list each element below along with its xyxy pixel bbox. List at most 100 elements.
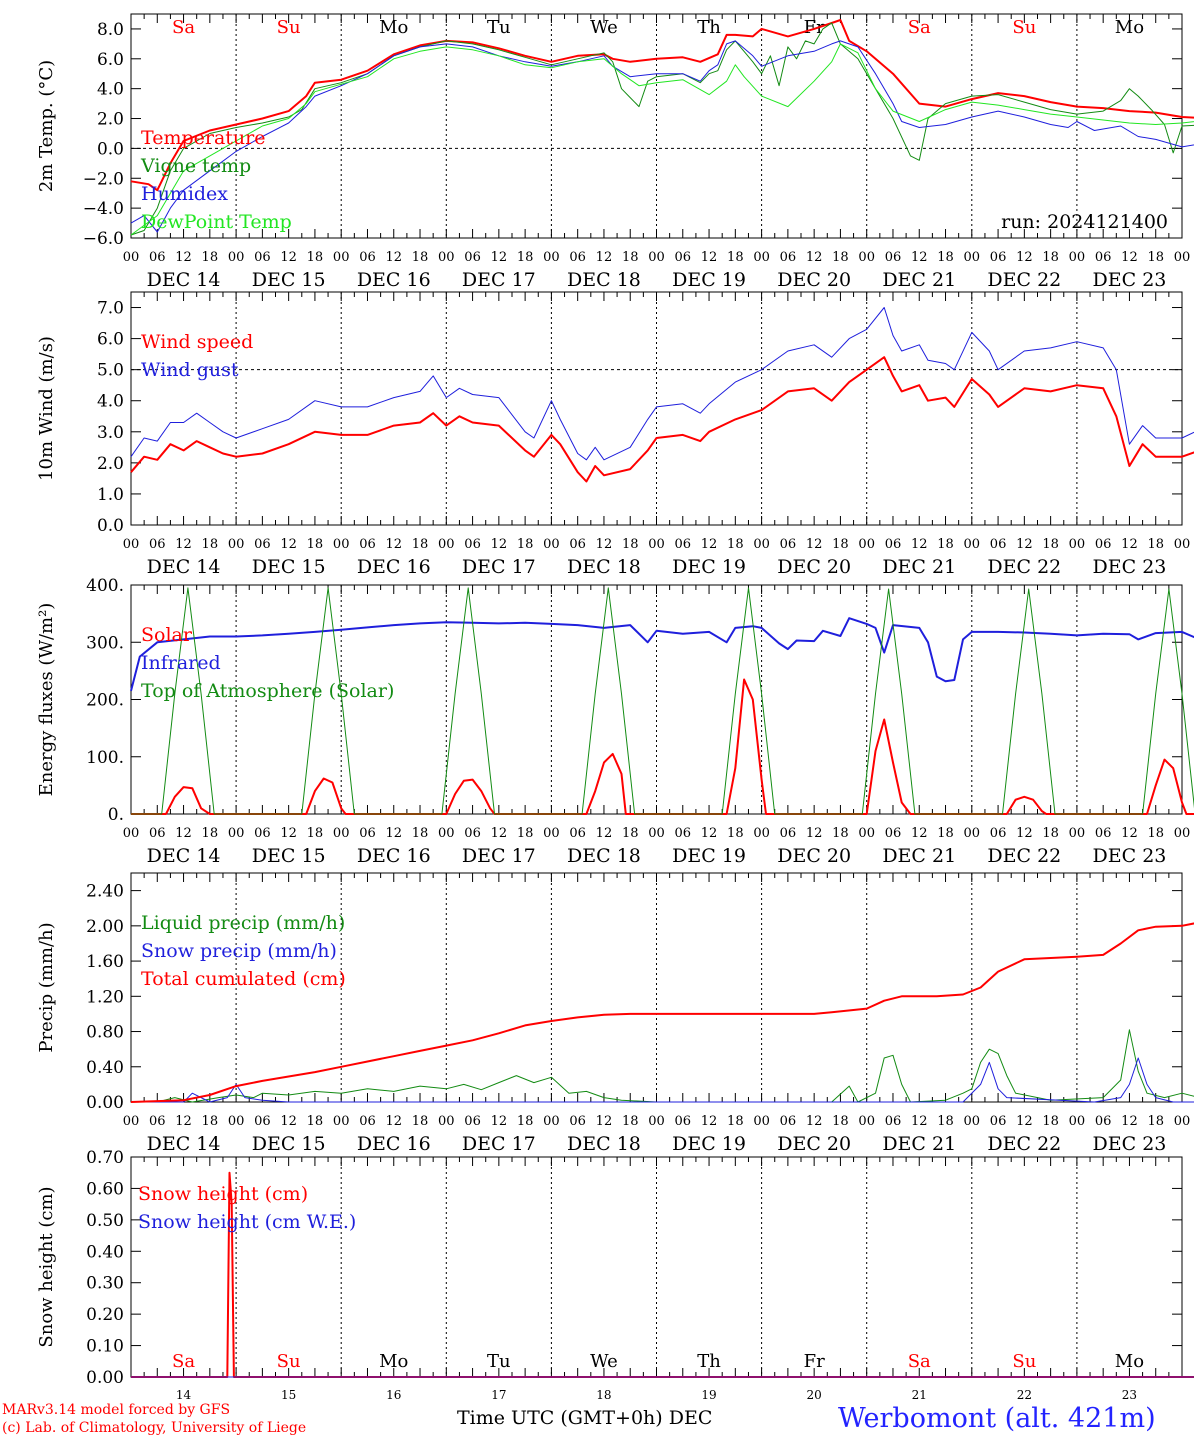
date-label: DEC 17 bbox=[462, 556, 536, 578]
hour-label: 00 bbox=[648, 537, 665, 552]
hour-label: 00 bbox=[543, 1114, 560, 1129]
hour-label: 06 bbox=[675, 537, 692, 552]
series-green-line bbox=[131, 587, 1194, 815]
hour-label: 12 bbox=[491, 826, 508, 841]
hour-label: 00 bbox=[333, 826, 350, 841]
run-label: run: 2024121400 bbox=[1001, 211, 1168, 233]
hour-label: 18 bbox=[832, 537, 849, 552]
date-label: DEC 17 bbox=[462, 845, 536, 867]
y-tick-label: 300. bbox=[86, 633, 124, 653]
day-number-label: 15 bbox=[281, 1388, 296, 1402]
legend-entry: Snow precip (mm/h) bbox=[141, 940, 337, 962]
y-tick-label: 200. bbox=[86, 691, 124, 711]
hour-label: 12 bbox=[280, 1114, 297, 1129]
hour-label: 12 bbox=[175, 250, 192, 265]
weekday-label: Mo bbox=[379, 1351, 408, 1372]
series-green-line bbox=[130, 22, 1194, 236]
day-number-label: 22 bbox=[1017, 1388, 1032, 1402]
hour-label: 00 bbox=[1069, 1114, 1086, 1129]
date-label: DEC 19 bbox=[672, 556, 746, 578]
hour-label: 06 bbox=[359, 1114, 376, 1129]
hour-label: 00 bbox=[228, 537, 245, 552]
date-label: DEC 17 bbox=[462, 1133, 536, 1155]
hour-label: 00 bbox=[438, 826, 455, 841]
hour-label: 06 bbox=[885, 826, 902, 841]
date-label: DEC 15 bbox=[252, 845, 326, 867]
y-tick-label: 2.00 bbox=[86, 917, 124, 937]
hour-label: 18 bbox=[622, 250, 639, 265]
hour-label: 06 bbox=[254, 1114, 271, 1129]
y-tick-label: 0.0 bbox=[97, 516, 124, 536]
station-name: Werbomont (alt. 421m) bbox=[838, 1403, 1156, 1434]
y-tick-label: 1.20 bbox=[86, 987, 124, 1007]
panel-wind: 0.0 1.0 2.0 3.0 4.0 5.0 6.0 7.0 10m Wind (m/s) 00… bbox=[36, 291, 1194, 578]
series-blue-line bbox=[130, 40, 1194, 233]
y-tick-label: −2.0 bbox=[83, 169, 124, 189]
hour-label: 12 bbox=[701, 1114, 718, 1129]
hour-label: 12 bbox=[1016, 1114, 1033, 1129]
hour-label: 18 bbox=[1147, 1114, 1164, 1129]
date-label: DEC 18 bbox=[567, 1133, 641, 1155]
hour-label: 06 bbox=[990, 826, 1007, 841]
date-label: DEC 23 bbox=[1093, 269, 1167, 291]
date-label: DEC 14 bbox=[147, 269, 221, 291]
weekday-label: Th bbox=[697, 1351, 721, 1372]
hour-label: 18 bbox=[202, 250, 219, 265]
hour-label: 06 bbox=[359, 250, 376, 265]
date-label: DEC 21 bbox=[882, 269, 956, 291]
y-tick-label: 4.0 bbox=[97, 80, 124, 100]
hour-label: 18 bbox=[832, 826, 849, 841]
hour-label: 06 bbox=[359, 537, 376, 552]
series-blue-line bbox=[130, 307, 1194, 461]
date-label: DEC 20 bbox=[777, 269, 851, 291]
hour-label: 12 bbox=[701, 250, 718, 265]
date-label: DEC 15 bbox=[252, 269, 326, 291]
y-tick-label: 0.00 bbox=[86, 1093, 124, 1113]
hour-label: 00 bbox=[438, 537, 455, 552]
hour-label: 18 bbox=[937, 537, 954, 552]
series-lightgreen-line bbox=[130, 43, 1194, 236]
hour-label: 18 bbox=[727, 537, 744, 552]
y-tick-label: 0.00 bbox=[86, 1368, 124, 1388]
weekday-label: Sa bbox=[908, 17, 931, 38]
hour-label: 06 bbox=[149, 826, 166, 841]
hour-label: 12 bbox=[1121, 1114, 1138, 1129]
hour-label: 00 bbox=[228, 1114, 245, 1129]
hour-label: 06 bbox=[464, 250, 481, 265]
date-label: DEC 15 bbox=[252, 556, 326, 578]
hour-label: 18 bbox=[202, 537, 219, 552]
hour-label: 12 bbox=[385, 826, 402, 841]
hour-label: 18 bbox=[412, 250, 429, 265]
hour-label: 00 bbox=[543, 250, 560, 265]
hour-label: 00 bbox=[1174, 250, 1191, 265]
legend-entry: Solar bbox=[141, 624, 193, 646]
hour-label: 06 bbox=[1095, 537, 1112, 552]
hour-label: 06 bbox=[254, 250, 271, 265]
legend-entry: Snow height (cm W.E.) bbox=[138, 1211, 356, 1233]
date-label: DEC 18 bbox=[567, 845, 641, 867]
hour-label: 00 bbox=[1174, 1114, 1191, 1129]
hour-label: 18 bbox=[937, 250, 954, 265]
hour-label: 18 bbox=[412, 537, 429, 552]
legend-entry: Top of Atmosphere (Solar) bbox=[141, 680, 394, 702]
hour-label: 12 bbox=[806, 250, 823, 265]
y-axis-title: Energy fluxes (W/m²) bbox=[36, 603, 57, 797]
hour-label: 00 bbox=[228, 250, 245, 265]
weekday-label: Su bbox=[1012, 1351, 1036, 1372]
legend-entry: Snow height (cm) bbox=[138, 1183, 308, 1205]
date-label: DEC 14 bbox=[147, 1133, 221, 1155]
hour-label: 06 bbox=[464, 1114, 481, 1129]
y-tick-label: 6.0 bbox=[97, 50, 124, 70]
legend-entry: Wind gust bbox=[141, 359, 239, 381]
y-tick-label: 1.0 bbox=[97, 485, 124, 505]
date-label: DEC 22 bbox=[987, 269, 1061, 291]
hour-label: 18 bbox=[1042, 1114, 1059, 1129]
y-tick-label: 0.60 bbox=[86, 1179, 124, 1199]
hour-label: 12 bbox=[1121, 250, 1138, 265]
hour-label: 18 bbox=[307, 250, 324, 265]
hour-label: 06 bbox=[675, 250, 692, 265]
hour-label: 18 bbox=[1147, 537, 1164, 552]
hour-label: 00 bbox=[123, 826, 140, 841]
hour-label: 12 bbox=[385, 1114, 402, 1129]
